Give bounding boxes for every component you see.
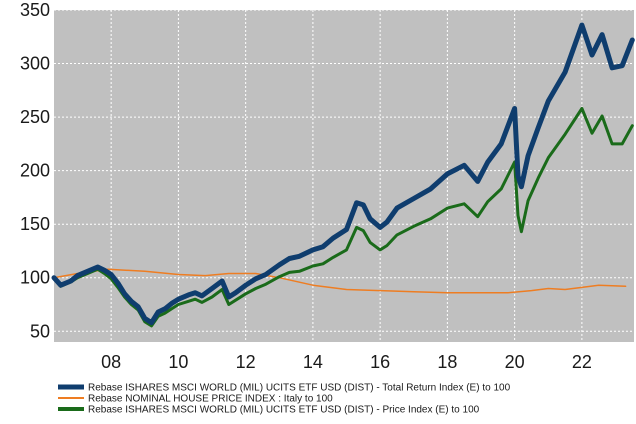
- x-tick-label: 08: [101, 352, 121, 372]
- y-tick-label: 100: [20, 268, 50, 288]
- legend-label-2: Rebase ISHARES MSCI WORLD (MIL) UCITS ET…: [88, 405, 480, 416]
- y-tick-label: 350: [20, 0, 50, 20]
- x-tick-label: 10: [168, 352, 188, 372]
- x-axis-ticks: 08 10 12 14 16 18 20 22: [101, 352, 592, 372]
- y-tick-label: 50: [30, 321, 50, 341]
- legend-label-0: Rebase ISHARES MSCI WORLD (MIL) UCITS ET…: [88, 383, 511, 394]
- x-tick-label: 12: [236, 352, 256, 372]
- y-tick-label: 200: [20, 161, 50, 181]
- legend-label-1: Rebase NOMINAL HOUSE PRICE INDEX : Italy…: [88, 394, 333, 405]
- y-axis-ticks: 50 100 150 200 250 300 350: [20, 0, 50, 341]
- y-tick-label: 300: [20, 54, 50, 74]
- x-tick-label: 20: [505, 352, 525, 372]
- series-line-2: [52, 107, 634, 328]
- x-tick-label: 18: [437, 352, 457, 372]
- x-tick-label: 22: [572, 352, 592, 372]
- plot-area: [54, 10, 634, 342]
- x-tick-label: 16: [370, 352, 390, 372]
- series-line-0: [51, 22, 635, 326]
- series-lines: [51, 22, 635, 328]
- y-tick-label: 250: [20, 107, 50, 127]
- x-tick-label: 14: [303, 352, 323, 372]
- y-tick-label: 150: [20, 214, 50, 234]
- series-line-1: [53, 268, 627, 294]
- legend: Rebase ISHARES MSCI WORLD (MIL) UCITS ET…: [58, 383, 511, 416]
